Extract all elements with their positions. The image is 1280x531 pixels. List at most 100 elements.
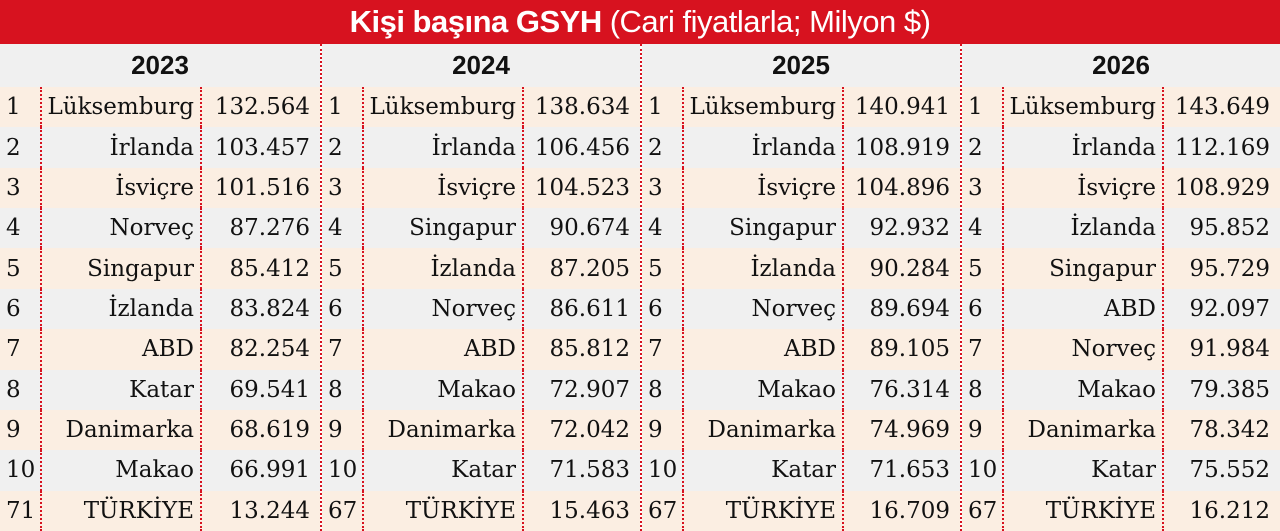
rank-cell: 5 [0,248,42,289]
rank-cell: 1 [322,87,364,128]
table-row: 10 Katar 71.653 [642,450,960,491]
value-cell: 138.634 [534,94,630,121]
year-block-2024: 2024 1 Lüksemburg 138.634 2 İrlanda 106.456 3 İs… [320,44,640,531]
year-block-2026: 2026 1 Lüksemburg 143.649 2 İrlanda 112.169 3 İs… [960,44,1280,531]
year-block-2023: 2023 1 Lüksemburg 132.564 2 İrlanda 103.457 3 İs… [0,44,320,531]
rank-cell: 8 [322,369,364,410]
country-cell: Norveç [364,288,524,330]
country-cell: İrlanda [1004,127,1164,168]
value-cell: 76.314 [869,376,950,403]
rank-cell: 10 [642,450,684,491]
country-cell: Singapur [364,208,524,249]
value-cell: 108.919 [854,134,950,161]
value-cell: 16.212 [1189,497,1270,524]
value-cell: 68.619 [229,417,310,444]
table-row: 9 Danimarka 74.969 [642,409,960,451]
value-cell: 69.541 [229,376,310,403]
value-cell: 16.709 [869,497,950,524]
table-row: 8 Makao 72.907 [322,369,640,410]
year-header: 2025 [642,44,960,87]
value-cell: 132.564 [214,94,310,121]
value-cell: 83.824 [229,295,310,322]
table-row: 67 TÜRKİYE 16.212 [962,490,1280,531]
rank-cell: 10 [0,450,42,491]
country-cell: Katar [364,450,524,491]
table-row: 6 ABD 92.097 [962,288,1280,330]
country-cell: Lüksemburg [684,87,844,128]
value-cell: 89.105 [869,336,950,363]
table-row: 8 Makao 79.385 [962,369,1280,410]
rank-cell: 2 [962,127,1004,168]
rank-cell: 8 [962,369,1004,410]
country-cell: İsviçre [1004,167,1164,209]
country-cell: Danimarka [684,409,844,451]
value-cell: 103.457 [214,134,310,161]
value-cell: 82.254 [229,336,310,363]
country-cell: Makao [1004,369,1164,410]
table-row: 7 ABD 85.812 [322,329,640,370]
country-cell: Singapur [684,208,844,249]
country-cell: ABD [364,329,524,370]
title-subtitle: (Cari fiyatlarla; Milyon $) [609,4,931,39]
country-cell: Katar [1004,450,1164,491]
value-cell: 104.523 [534,174,630,201]
country-cell: İzlanda [364,248,524,289]
country-cell: Lüksemburg [1004,87,1164,128]
rank-cell: 7 [322,329,364,370]
value-cell: 85.412 [229,255,310,282]
country-cell: Norveç [42,208,202,249]
table-row: 5 Singapur 95.729 [962,248,1280,289]
rank-cell: 3 [642,167,684,209]
value-cell: 87.276 [229,215,310,242]
rank-cell: 3 [0,167,42,209]
year-header: 2024 [322,44,640,87]
rank-cell: 9 [962,409,1004,451]
value-cell: 87.205 [549,255,630,282]
country-cell: Singapur [42,248,202,289]
value-cell: 85.812 [549,336,630,363]
country-cell: TÜRKİYE [1004,490,1164,531]
value-cell: 86.611 [549,295,630,322]
value-cell: 79.385 [1189,376,1270,403]
rank-cell: 6 [322,288,364,330]
rank-cell: 67 [962,490,1004,531]
value-cell: 75.552 [1189,457,1270,484]
rank-cell: 5 [962,248,1004,289]
value-cell: 92.932 [869,215,950,242]
country-cell: İrlanda [42,127,202,168]
value-cell: 101.516 [214,174,310,201]
rank-cell: 4 [962,208,1004,249]
table-row: 8 Makao 76.314 [642,369,960,410]
value-cell: 90.674 [549,215,630,242]
table-row: 3 İsviçre 108.929 [962,167,1280,209]
country-cell: Katar [684,450,844,491]
rank-cell: 5 [642,248,684,289]
rank-cell: 1 [0,87,42,128]
country-cell: Lüksemburg [364,87,524,128]
table-row: 9 Danimarka 72.042 [322,409,640,451]
rank-cell: 67 [322,490,364,531]
country-cell: Norveç [684,288,844,330]
rank-cell: 6 [0,288,42,330]
rank-cell: 7 [0,329,42,370]
country-cell: İsviçre [42,167,202,209]
rank-cell: 10 [322,450,364,491]
rank-cell: 9 [322,409,364,451]
table-row: 3 İsviçre 101.516 [0,167,320,209]
country-cell: Makao [42,450,202,491]
table-row: 7 ABD 82.254 [0,329,320,370]
country-cell: TÜRKİYE [684,490,844,531]
value-cell: 92.097 [1189,295,1270,322]
rank-cell: 2 [642,127,684,168]
year-header: 2023 [0,44,320,87]
rank-cell: 67 [642,490,684,531]
table-row: 67 TÜRKİYE 15.463 [322,490,640,531]
rank-cell: 8 [642,369,684,410]
country-cell: ABD [1004,288,1164,330]
rank-cell: 9 [642,409,684,451]
title-bar: Kişi başına GSYH (Cari fiyatlarla; Milyo… [0,0,1280,44]
value-cell: 143.649 [1174,94,1270,121]
table-row: 2 İrlanda 112.169 [962,127,1280,168]
country-cell: ABD [684,329,844,370]
year-header: 2026 [962,44,1280,87]
